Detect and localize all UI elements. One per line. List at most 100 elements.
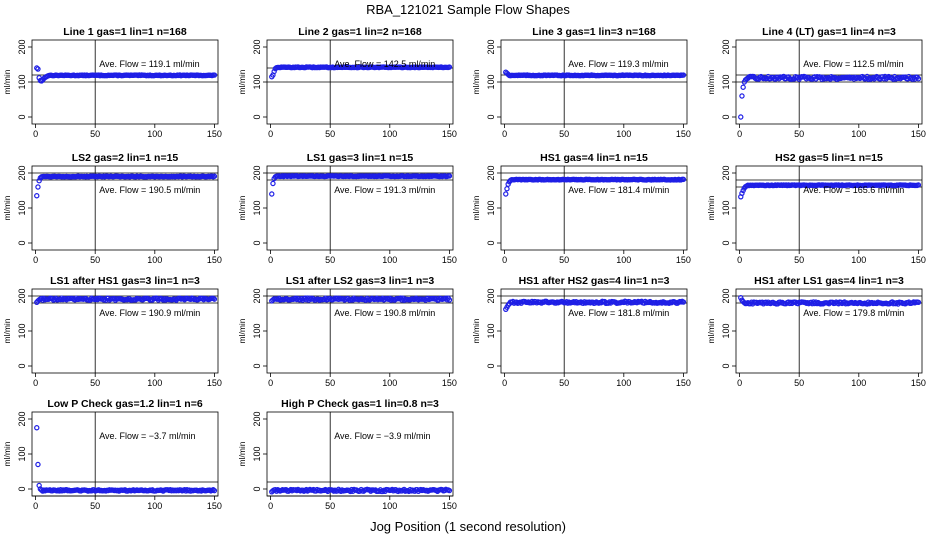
panel-9: LS1 after HS1 gas=3 lin=1 n=3 ml/min 0 100 2… (2, 275, 222, 388)
data-point (211, 296, 218, 302)
x-tick-label: 100 (147, 255, 162, 265)
y-axis-label: ml/min (2, 195, 12, 220)
y-tick-label: 0 (252, 240, 262, 245)
panel-14: High P Check gas=1 lin=0.8 n=3 ml/min 0 100… (237, 398, 457, 511)
data-point (739, 190, 745, 196)
y-tick-label: 100 (486, 74, 496, 89)
panel-4: Line 4 (LT) gas=1 lin=4 n=3 ml/min 0 100 200… (706, 26, 926, 139)
panel-title: Line 3 gas=1 lin=3 n=168 (532, 26, 656, 38)
panel-title: HS1 gas=4 lin=1 n=15 (540, 152, 648, 164)
data-point (35, 66, 41, 72)
x-tick-label: 0 (737, 255, 742, 265)
y-axis-label: ml/min (706, 318, 716, 343)
y-tick-label: 100 (17, 323, 27, 338)
x-tick-label: 50 (90, 255, 100, 265)
data-point (775, 74, 781, 81)
data-point (504, 186, 510, 192)
panel-title: LS1 gas=3 lin=1 n=15 (307, 152, 414, 164)
x-tick-label: 0 (33, 255, 38, 265)
average-flow-annotation: Ave. Flow = 190.8 ml/min (334, 308, 435, 318)
x-tick-label: 150 (207, 255, 222, 265)
x-tick-label: 50 (90, 501, 100, 511)
y-axis-label: ml/min (471, 195, 481, 220)
y-tick-label: 200 (17, 288, 27, 303)
data-point (738, 114, 744, 120)
x-tick-label: 150 (442, 501, 457, 511)
x-tick-label: 50 (325, 501, 335, 511)
data-point (270, 180, 276, 187)
data-point (93, 295, 100, 302)
data-point (739, 93, 745, 99)
x-tick-label: 150 (207, 129, 222, 139)
y-tick-label: 200 (252, 39, 262, 54)
x-tick-label: 100 (147, 129, 162, 139)
panel-title: HS1 after LS1 gas=4 lin=1 n=3 (754, 275, 904, 287)
x-tick-label: 50 (90, 129, 100, 139)
y-axis-label: ml/min (2, 69, 12, 94)
y-tick-label: 100 (17, 74, 27, 89)
y-tick-label: 100 (721, 200, 731, 215)
y-tick-label: 200 (721, 165, 731, 180)
y-axis-label: ml/min (2, 441, 12, 466)
panel-grid: Line 1 gas=1 lin=1 n=168 ml/min 0 100 200 0 50… (2, 26, 926, 511)
panel-title: Line 4 (LT) gas=1 lin=4 n=3 (762, 26, 896, 38)
x-tick-label: 150 (207, 378, 222, 388)
x-tick-label: 100 (851, 378, 866, 388)
average-flow-annotation: Ave. Flow = 181.4 ml/min (568, 185, 669, 195)
panel-title: LS1 after LS2 gas=3 lin=1 n=3 (286, 275, 435, 287)
x-tick-label: 100 (616, 378, 631, 388)
panel-title: High P Check gas=1 lin=0.8 n=3 (281, 398, 439, 410)
x-tick-label: 50 (559, 129, 569, 139)
data-point (764, 300, 770, 306)
data-point (915, 299, 922, 305)
panel-1: Line 1 gas=1 lin=1 n=168 ml/min 0 100 200 0 50… (2, 26, 222, 139)
panel-6: LS1 gas=3 lin=1 n=15 ml/min 0 100 200 0 50 100 1… (237, 152, 457, 265)
y-tick-label: 200 (252, 165, 262, 180)
x-tick-label: 50 (559, 378, 569, 388)
x-tick-label: 100 (382, 378, 397, 388)
y-tick-label: 0 (17, 114, 27, 119)
y-tick-label: 0 (17, 363, 27, 368)
x-tick-label: 50 (794, 255, 804, 265)
panel-2: Line 2 gas=1 lin=2 n=168 ml/min 0 100 200 0 50… (237, 26, 457, 139)
x-tick-label: 0 (502, 129, 507, 139)
y-tick-label: 0 (721, 114, 731, 119)
x-tick-label: 50 (90, 378, 100, 388)
data-point (446, 297, 453, 303)
x-tick-label: 100 (147, 501, 162, 511)
panel-12: HS1 after LS1 gas=4 lin=1 n=3 ml/min 0 100 2… (706, 275, 926, 388)
y-tick-label: 0 (252, 363, 262, 368)
figure-x-axis-label: Jog Position (1 second resolution) (370, 519, 566, 534)
y-tick-label: 200 (486, 288, 496, 303)
plot-frame (31, 411, 219, 497)
panel-11: HS1 after HS2 gas=4 lin=1 n=3 ml/min 0 100 2… (471, 275, 691, 388)
y-tick-label: 0 (486, 240, 496, 245)
x-tick-label: 100 (147, 378, 162, 388)
x-tick-label: 150 (911, 129, 926, 139)
y-tick-label: 0 (721, 363, 731, 368)
x-tick-label: 0 (268, 255, 273, 265)
x-tick-label: 100 (851, 129, 866, 139)
y-tick-label: 100 (252, 446, 262, 461)
data-point (623, 298, 629, 305)
average-flow-annotation: Ave. Flow = 181.8 ml/min (568, 308, 669, 318)
x-tick-label: 50 (325, 378, 335, 388)
y-tick-label: 0 (252, 486, 262, 491)
data-point (503, 191, 509, 197)
y-axis-label: ml/min (237, 318, 247, 343)
data-point (35, 461, 41, 468)
y-axis-label: ml/min (471, 318, 481, 343)
panel-title: Low P Check gas=1.2 lin=1 n=6 (47, 398, 202, 410)
x-tick-label: 150 (676, 255, 691, 265)
panel-8: HS2 gas=5 lin=1 n=15 ml/min 0 100 200 0 50 100 1… (706, 152, 926, 265)
y-axis-label: ml/min (2, 318, 12, 343)
x-tick-label: 150 (442, 378, 457, 388)
y-tick-label: 200 (252, 411, 262, 426)
y-axis-label: ml/min (471, 69, 481, 94)
data-point (34, 65, 40, 71)
panel-7: HS1 gas=4 lin=1 n=15 ml/min 0 100 200 0 50 100 1… (471, 152, 691, 265)
y-tick-label: 0 (17, 486, 27, 491)
x-tick-label: 0 (268, 129, 273, 139)
y-tick-label: 200 (17, 39, 27, 54)
